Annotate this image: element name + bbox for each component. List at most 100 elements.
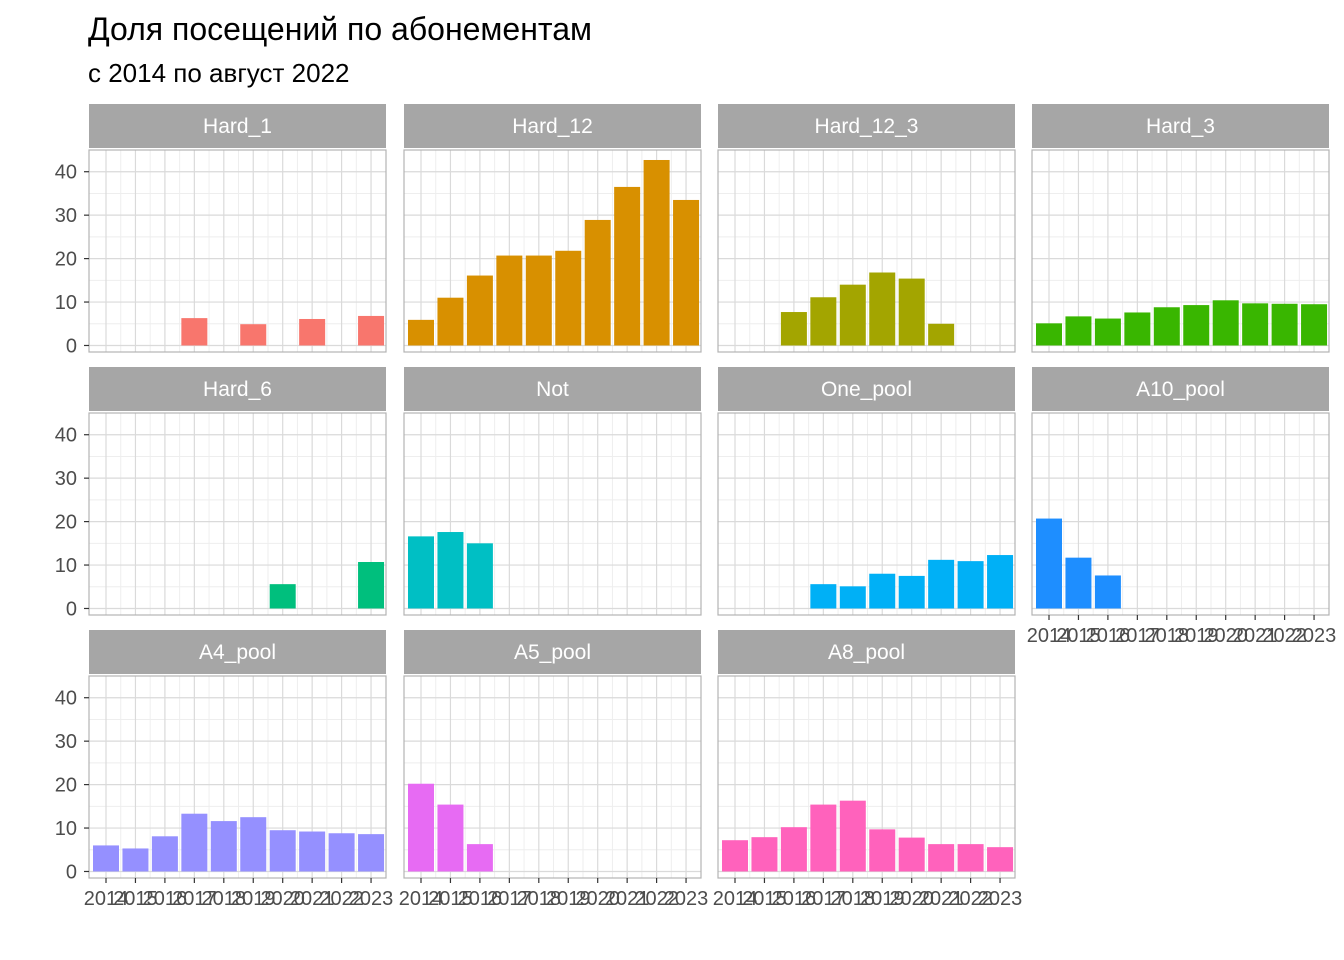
x-tick-label: 2023 [978, 888, 1023, 910]
x-tick-label: 2020 [889, 888, 934, 910]
facet-strip-label: One_pool [821, 378, 912, 401]
bar-not-2016 [466, 543, 493, 609]
x-tick-label: 2022 [319, 888, 364, 910]
facet-strip-label: Hard_1 [203, 115, 272, 138]
bar-hard-3-2022 [1271, 303, 1298, 346]
facet-strip [718, 104, 1015, 148]
bar-hard-12-2020 [584, 219, 611, 346]
facet-strip-label: Not [536, 378, 569, 401]
facet-strip-label: Hard_6 [203, 378, 272, 401]
facet-strip [718, 367, 1015, 411]
facet-a8-pool: A8_pool201420152016201720182019202020212… [713, 630, 1023, 910]
bar-one-pool-2022 [957, 561, 984, 609]
bar-one-pool-2020 [898, 575, 925, 609]
facet-strip [1032, 104, 1329, 148]
x-tick-label: 2015 [113, 888, 158, 910]
facet-panels: Hard_1 0 10 20 30 40 Hard_12 Hard_12_3 Hard_3 Har… [55, 104, 1337, 910]
bar-a10-pool-2014 [1036, 518, 1062, 609]
bar-hard-3-2015 [1065, 316, 1092, 346]
bar-a5-pool-2015 [437, 804, 464, 872]
bar-hard-1-2021 [299, 318, 326, 346]
bar-a8-pool-2020 [898, 837, 925, 872]
facet-strip [1032, 367, 1329, 411]
x-tick-label: 2021 [919, 888, 964, 910]
panel-border [403, 412, 702, 616]
bar-a8-pool-2021 [928, 844, 955, 872]
x-tick-label: 2016 [143, 888, 188, 910]
x-tick-label: 2017 [1115, 625, 1160, 647]
panel-border [403, 675, 702, 879]
y-tick-label: 0 [66, 598, 77, 620]
facet-strip [404, 630, 701, 674]
bar-a4-pool-2022 [328, 833, 355, 872]
bar-hard-12-2021 [614, 186, 641, 346]
bar-one-pool-2018 [839, 586, 866, 609]
bar-one-pool-2017 [810, 584, 837, 609]
bar-a4-pool-2019 [240, 817, 267, 872]
bar-hard-12-3-2017 [810, 297, 837, 346]
x-tick-label: 2015 [742, 888, 787, 910]
x-tick-label: 2022 [634, 888, 679, 910]
bar-a8-pool-2014 [722, 840, 748, 872]
x-tick-label: 2022 [948, 888, 993, 910]
x-tick-label: 2023 [664, 888, 709, 910]
x-tick-label: 2016 [1086, 625, 1131, 647]
bar-hard-12-2019 [555, 250, 582, 346]
x-tick-label: 2021 [1233, 625, 1278, 647]
y-tick-label: 30 [55, 205, 77, 227]
facet-strip-label: A8_pool [828, 641, 905, 664]
bar-hard-3-2021 [1242, 303, 1269, 346]
x-tick-label: 2023 [1292, 625, 1337, 647]
bar-one-pool-2019 [869, 573, 896, 609]
x-tick-label: 2014 [84, 888, 129, 910]
panel-border [1031, 412, 1330, 616]
x-tick-label: 2018 [1145, 625, 1190, 647]
bar-a8-pool-2023 [987, 847, 1014, 872]
bar-hard-3-2023 [1301, 304, 1328, 346]
bar-a4-pool-2015 [122, 848, 149, 872]
facet-strip [718, 630, 1015, 674]
bar-not-2015 [437, 532, 464, 609]
x-tick-label: 2022 [1262, 625, 1307, 647]
panel-border [88, 675, 387, 879]
y-tick-label: 30 [55, 731, 77, 753]
y-tick-label: 10 [55, 292, 77, 314]
facet-strip [89, 630, 386, 674]
y-tick-label: 10 [55, 555, 77, 577]
bar-hard-12-2023 [673, 199, 700, 346]
bar-hard-3-2018 [1153, 307, 1180, 346]
bar-a4-pool-2021 [299, 831, 326, 872]
facet-strip-label: A5_pool [514, 641, 591, 664]
x-tick-label: 2014 [713, 888, 758, 910]
x-tick-label: 2015 [428, 888, 473, 910]
bar-one-pool-2021 [928, 559, 955, 609]
bar-a8-pool-2016 [780, 827, 807, 872]
facet-one-pool: One_pool [717, 367, 1016, 616]
bar-a4-pool-2020 [269, 830, 296, 872]
bar-hard-3-2017 [1124, 312, 1151, 346]
x-tick-label: 2019 [231, 888, 276, 910]
x-tick-label: 2020 [1203, 625, 1248, 647]
bar-a8-pool-2019 [869, 829, 896, 872]
bar-hard-3-2020 [1212, 300, 1239, 346]
facet-strip-label: Hard_12_3 [815, 115, 919, 138]
x-tick-label: 2014 [1027, 625, 1072, 647]
x-tick-label: 2019 [860, 888, 905, 910]
bar-hard-12-3-2019 [869, 272, 896, 346]
bar-hard-3-2016 [1094, 318, 1121, 346]
bar-a8-pool-2017 [810, 804, 837, 872]
x-tick-label: 2018 [831, 888, 876, 910]
bar-a4-pool-2016 [151, 836, 178, 872]
bar-hard-12-3-2018 [839, 284, 866, 346]
x-tick-label: 2021 [290, 888, 335, 910]
chart-subtitle: с 2014 по август 2022 [88, 58, 350, 88]
facet-a4-pool: A4_pool 0 10 20 30 40 201420152016201720182019… [55, 630, 393, 910]
y-tick-label: 40 [55, 688, 77, 710]
bar-hard-12-2022 [643, 159, 670, 346]
facet-hard-3: Hard_3 [1031, 104, 1330, 353]
bar-hard-1-2017 [181, 318, 208, 346]
x-tick-label: 2019 [1174, 625, 1219, 647]
facet-hard-12: Hard_12 [403, 104, 702, 353]
panel-background [89, 413, 386, 615]
y-tick-label: 20 [55, 249, 77, 271]
